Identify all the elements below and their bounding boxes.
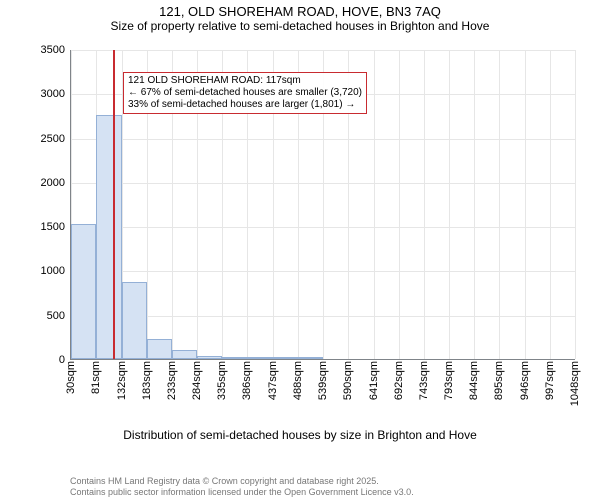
x-tick-label: 743sqm	[418, 359, 430, 400]
x-tick-label: 30sqm	[65, 359, 77, 394]
footer-credits: Contains HM Land Registry data © Crown c…	[70, 476, 414, 498]
bar	[172, 350, 197, 359]
y-tick-label: 500	[47, 310, 71, 322]
gridline-v	[399, 50, 400, 359]
gridline-v	[575, 50, 576, 359]
x-tick-label: 997sqm	[544, 359, 556, 400]
x-tick-label: 284sqm	[191, 359, 203, 400]
gridline-v	[449, 50, 450, 359]
x-tick-label: 946sqm	[519, 359, 531, 400]
x-tick-label: 641sqm	[368, 359, 380, 400]
bar	[273, 357, 298, 359]
bar	[71, 224, 96, 359]
chart-container: Number of semi-detached properties 05001…	[0, 40, 600, 440]
chart-title-block: 121, OLD SHOREHAM ROAD, HOVE, BN3 7AQ Si…	[0, 0, 600, 33]
bar	[222, 357, 247, 359]
x-tick-label: 692sqm	[393, 359, 405, 400]
y-tick-label: 2500	[41, 133, 71, 145]
x-tick-label: 793sqm	[443, 359, 455, 400]
gridline-v	[499, 50, 500, 359]
y-tick-label: 1000	[41, 265, 71, 277]
chart-title-main: 121, OLD SHOREHAM ROAD, HOVE, BN3 7AQ	[0, 4, 600, 19]
x-tick-label: 386sqm	[241, 359, 253, 400]
annotation-line-2: ← 67% of semi-detached houses are smalle…	[128, 87, 362, 99]
gridline-v	[424, 50, 425, 359]
y-tick-label: 3000	[41, 88, 71, 100]
gridline-v	[374, 50, 375, 359]
plot-area: 050010001500200025003000350030sqm81sqm13…	[70, 50, 575, 360]
x-tick-label: 81sqm	[90, 359, 102, 394]
bar	[96, 115, 121, 359]
x-tick-label: 183sqm	[141, 359, 153, 400]
x-tick-label: 1048sqm	[569, 359, 581, 406]
y-tick-label: 3500	[41, 44, 71, 56]
bar	[298, 357, 323, 359]
y-tick-label: 1500	[41, 221, 71, 233]
annotation-line-1: 121 OLD SHOREHAM ROAD: 117sqm	[128, 75, 362, 87]
marker-line	[113, 50, 115, 359]
bar	[147, 339, 172, 359]
x-tick-label: 539sqm	[317, 359, 329, 400]
x-tick-label: 488sqm	[292, 359, 304, 400]
bar	[247, 357, 272, 359]
x-tick-label: 233sqm	[166, 359, 178, 400]
gridline-v	[550, 50, 551, 359]
gridline-v	[474, 50, 475, 359]
x-tick-label: 437sqm	[267, 359, 279, 400]
annotation-line-3: 33% of semi-detached houses are larger (…	[128, 99, 362, 111]
bar	[197, 356, 222, 359]
x-tick-label: 335sqm	[216, 359, 228, 400]
y-tick-label: 2000	[41, 177, 71, 189]
bar	[122, 282, 147, 359]
chart-title-sub: Size of property relative to semi-detach…	[0, 19, 600, 33]
footer-line-1: Contains HM Land Registry data © Crown c…	[70, 476, 414, 487]
x-tick-label: 895sqm	[493, 359, 505, 400]
gridline-v	[525, 50, 526, 359]
x-axis-label: Distribution of semi-detached houses by …	[0, 428, 600, 442]
annotation-box: 121 OLD SHOREHAM ROAD: 117sqm ← 67% of s…	[123, 72, 367, 114]
x-tick-label: 132sqm	[116, 359, 128, 400]
x-tick-label: 844sqm	[468, 359, 480, 400]
x-tick-label: 590sqm	[342, 359, 354, 400]
footer-line-2: Contains public sector information licen…	[70, 487, 414, 498]
